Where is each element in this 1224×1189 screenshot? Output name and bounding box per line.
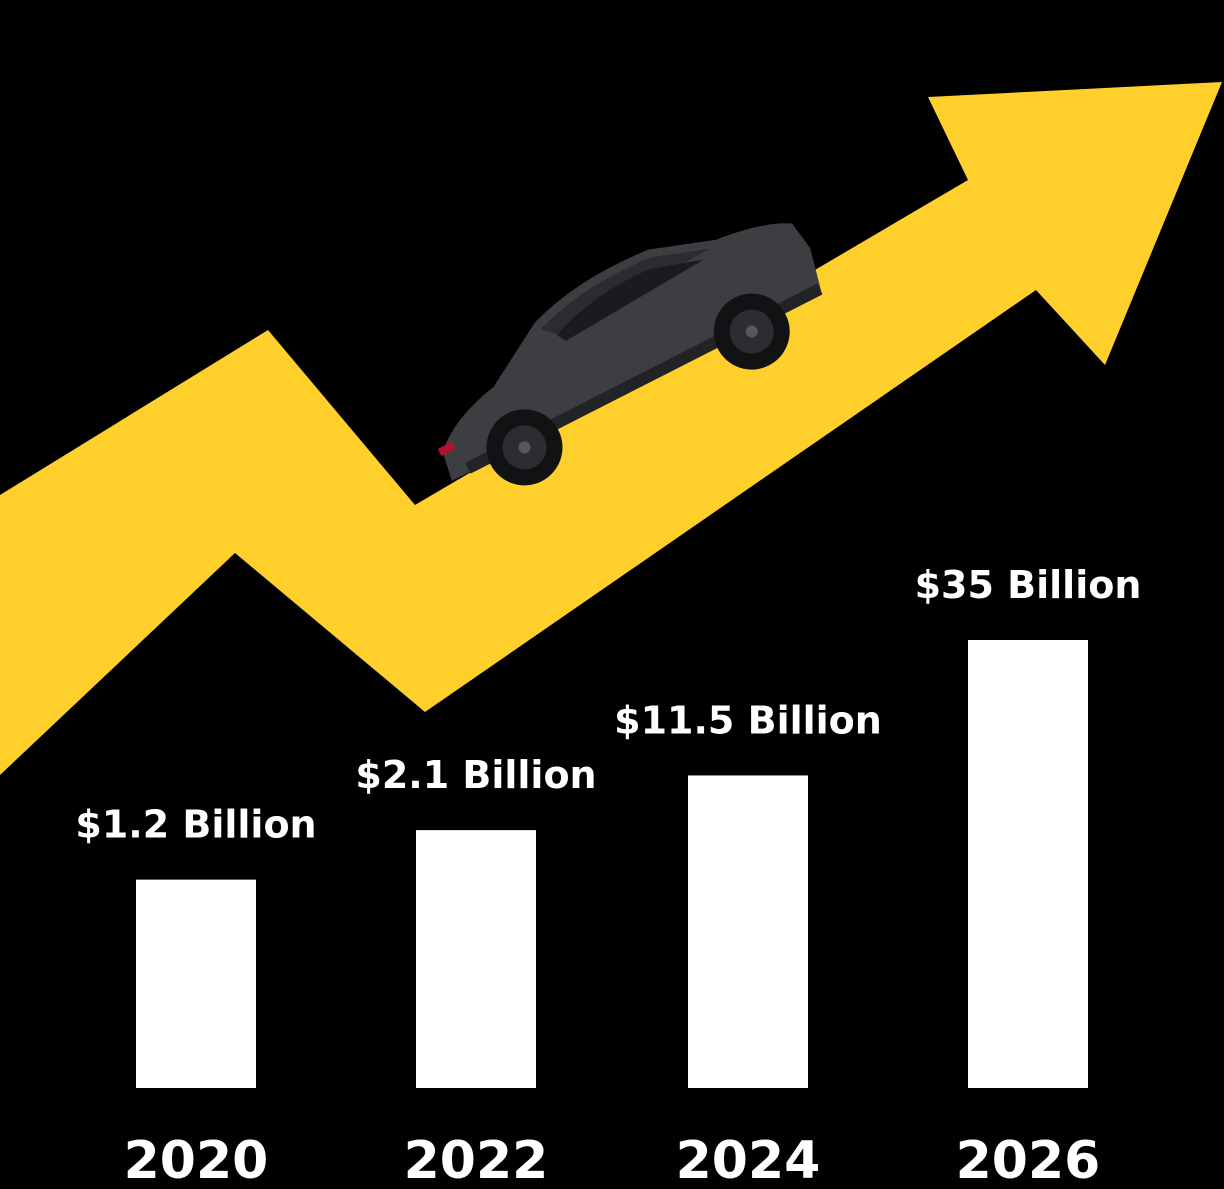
year-label-2022: 2022 <box>404 1131 549 1189</box>
year-label-2026: 2026 <box>956 1131 1101 1189</box>
year-label-2020: 2020 <box>124 1131 269 1189</box>
trend-arrow-icon <box>0 82 1222 775</box>
year-label-2024: 2024 <box>676 1131 821 1189</box>
bar-2024 <box>688 775 808 1088</box>
value-label-2024: $11.5 Billion <box>614 698 882 742</box>
value-label-2022: $2.1 Billion <box>355 753 596 797</box>
value-labels-layer: $1.2 Billion $2.1 Billion $11.5 Billion $35… <box>75 563 1141 847</box>
value-label-2026: $35 Billion <box>915 563 1142 607</box>
bar-2022 <box>416 830 536 1088</box>
bars-layer <box>136 640 1088 1088</box>
bar-2020 <box>136 879 256 1088</box>
value-label-2020: $1.2 Billion <box>75 803 316 847</box>
bar-2026 <box>968 640 1088 1088</box>
car-icon <box>437 223 823 486</box>
year-labels-layer: 2020 2022 2024 2026 <box>124 1131 1101 1189</box>
